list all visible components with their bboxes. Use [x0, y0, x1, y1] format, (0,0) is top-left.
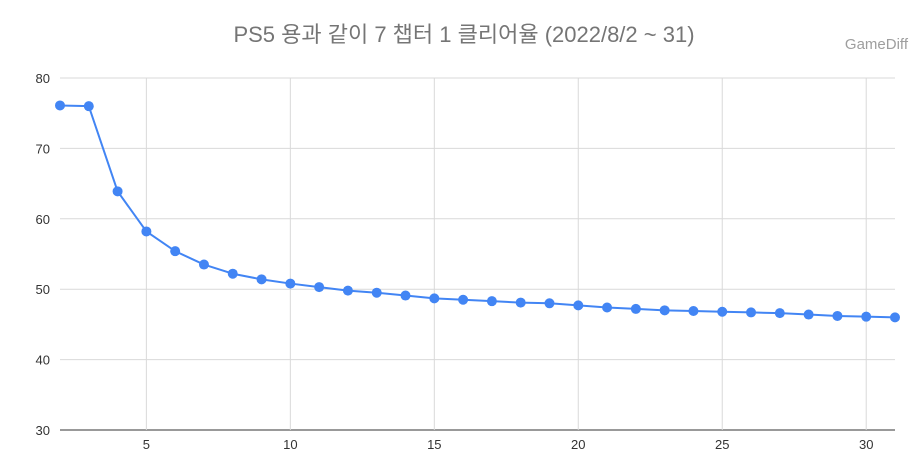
y-tick-label: 80 — [36, 71, 50, 86]
y-tick-label: 70 — [36, 141, 50, 156]
data-points — [55, 100, 900, 323]
series-line-layer — [59, 104, 896, 319]
data-point — [371, 287, 382, 298]
x-tick-label: 20 — [571, 437, 585, 452]
data-point — [602, 302, 613, 313]
data-point — [285, 278, 296, 289]
axes: 30 40 50 60 70 80 5 10 15 20 25 30 — [36, 71, 874, 452]
data-point — [659, 305, 670, 316]
data-point — [170, 246, 181, 257]
chart-title: PS5 용과 같이 7 챕터 1 클리어율 (2022/8/2 ~ 31) — [233, 22, 694, 47]
data-point — [83, 101, 94, 112]
x-tick-label: 10 — [283, 437, 297, 452]
data-point — [774, 308, 785, 319]
y-tick-label: 40 — [36, 353, 50, 368]
grid — [60, 77, 895, 431]
data-point — [861, 311, 872, 322]
data-point — [458, 294, 469, 305]
data-point — [890, 312, 900, 323]
x-tick-label: 15 — [427, 437, 441, 452]
data-point — [803, 309, 814, 320]
y-tick-label: 50 — [36, 282, 50, 297]
data-point — [314, 282, 325, 293]
data-point — [544, 298, 555, 309]
data-point — [141, 226, 152, 237]
watermark: GameDiff — [845, 36, 909, 53]
data-point — [112, 186, 123, 197]
y-tick-label: 60 — [36, 212, 50, 227]
x-tick-label: 5 — [143, 437, 150, 452]
data-point — [515, 297, 526, 308]
data-point — [486, 296, 497, 307]
data-point — [832, 310, 843, 321]
data-point — [227, 268, 238, 279]
data-point — [55, 100, 65, 111]
data-point — [342, 285, 353, 296]
data-point — [630, 303, 641, 314]
x-tick-label: 25 — [715, 437, 729, 452]
data-point — [573, 300, 584, 311]
data-point — [717, 306, 728, 317]
y-tick-label: 30 — [36, 423, 50, 438]
x-tick-label: 30 — [859, 437, 873, 452]
data-point — [198, 259, 209, 270]
series-line — [59, 104, 896, 319]
data-point — [429, 293, 440, 304]
data-point — [688, 306, 699, 317]
data-point — [746, 307, 757, 318]
data-point — [400, 290, 411, 301]
data-point — [256, 274, 267, 285]
